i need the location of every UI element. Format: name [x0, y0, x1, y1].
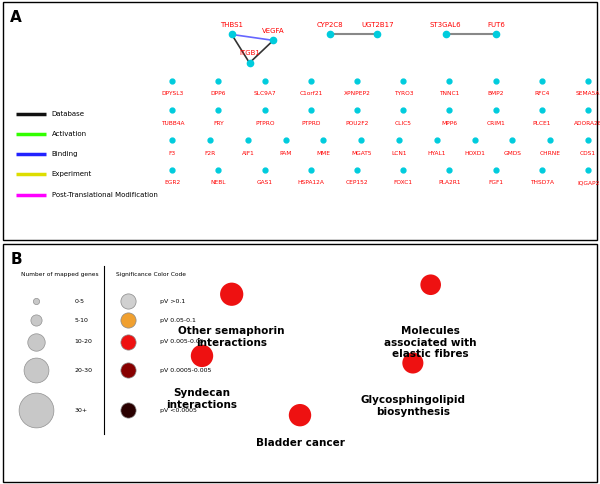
Text: GAS1: GAS1 [257, 180, 272, 185]
Text: pV <0.0005: pV <0.0005 [160, 408, 197, 413]
Text: BMP2: BMP2 [487, 91, 504, 96]
Text: AIF1: AIF1 [242, 151, 254, 156]
Text: ST3GAL6: ST3GAL6 [430, 22, 461, 28]
Text: SLC9A7: SLC9A7 [253, 91, 276, 96]
Text: 30+: 30+ [74, 408, 88, 413]
Text: TNNC1: TNNC1 [439, 91, 460, 96]
Point [31, 366, 40, 374]
FancyBboxPatch shape [3, 2, 597, 240]
Text: CDS1: CDS1 [580, 151, 596, 156]
Point [295, 411, 305, 419]
Text: Other semaphorin
interactions: Other semaphorin interactions [178, 326, 285, 348]
Text: pV >0.1: pV >0.1 [160, 299, 185, 304]
FancyBboxPatch shape [3, 244, 597, 482]
Text: PTPRD: PTPRD [301, 121, 320, 126]
Text: CRIM1: CRIM1 [487, 121, 505, 126]
Text: Database: Database [52, 111, 85, 117]
Text: 10-20: 10-20 [74, 339, 92, 344]
Text: HOXD1: HOXD1 [464, 151, 485, 156]
Text: DPP6: DPP6 [211, 91, 226, 96]
Text: Experiment: Experiment [52, 171, 92, 177]
Point [31, 298, 40, 305]
Text: Syndecan
interactions: Syndecan interactions [166, 388, 238, 409]
Text: B: B [10, 252, 22, 267]
Point [123, 338, 133, 346]
Text: A: A [10, 10, 22, 25]
Text: FOXC1: FOXC1 [394, 180, 413, 185]
Text: Significance Color Code: Significance Color Code [116, 272, 186, 277]
Text: POU2F2: POU2F2 [346, 121, 369, 126]
Text: ADORA2B: ADORA2B [574, 121, 600, 126]
Point [31, 338, 40, 346]
Text: ITGB1: ITGB1 [239, 50, 260, 56]
Text: EGR2: EGR2 [164, 180, 181, 185]
Text: THSD7A: THSD7A [530, 180, 554, 185]
Text: MME: MME [316, 151, 331, 156]
Text: HSPA12A: HSPA12A [298, 180, 325, 185]
Text: 0-5: 0-5 [74, 299, 84, 304]
Point [408, 359, 418, 367]
Point [426, 281, 436, 288]
Text: CLIC5: CLIC5 [395, 121, 412, 126]
Point [197, 352, 207, 360]
Text: VEGFA: VEGFA [262, 28, 284, 34]
Text: Post-Translational Modification: Post-Translational Modification [52, 192, 158, 197]
Text: RFC4: RFC4 [534, 91, 550, 96]
Text: IQGAP2: IQGAP2 [577, 180, 599, 185]
Text: 20-30: 20-30 [74, 368, 92, 373]
Text: FGF1: FGF1 [488, 180, 503, 185]
Text: FRY: FRY [213, 121, 224, 126]
Text: CHRNE: CHRNE [540, 151, 561, 156]
Text: LCN1: LCN1 [391, 151, 407, 156]
Text: TYRO3: TYRO3 [394, 91, 413, 96]
Text: THBS1: THBS1 [220, 22, 243, 28]
Text: UGT2B17: UGT2B17 [361, 22, 394, 28]
Text: GMDS: GMDS [503, 151, 521, 156]
Text: F2R: F2R [205, 151, 216, 156]
Text: CEP152: CEP152 [346, 180, 368, 185]
Text: PTPRO: PTPRO [255, 121, 274, 126]
Text: Bladder cancer: Bladder cancer [256, 438, 344, 448]
Text: HYAL1: HYAL1 [428, 151, 446, 156]
Text: pV 0.05-0.1: pV 0.05-0.1 [160, 318, 196, 323]
Text: DPYSL3: DPYSL3 [161, 91, 184, 96]
Text: Binding: Binding [52, 151, 78, 157]
Text: PLCE1: PLCE1 [533, 121, 551, 126]
Point [227, 290, 236, 298]
Text: NEBL: NEBL [211, 180, 226, 185]
Text: TUBB4A: TUBB4A [161, 121, 184, 126]
Text: Glycosphingolipid
biosynthesis: Glycosphingolipid biosynthesis [361, 395, 466, 417]
Text: PAM: PAM [280, 151, 292, 156]
Text: pV 0.0005-0.005: pV 0.0005-0.005 [160, 368, 212, 373]
Text: Activation: Activation [52, 131, 87, 137]
Text: C1orf21: C1orf21 [299, 91, 323, 96]
Point [123, 366, 133, 374]
Point [123, 298, 133, 305]
Text: Molecules
associated with
elastic fibres: Molecules associated with elastic fibres [385, 326, 477, 360]
Point [31, 317, 40, 324]
Text: 5-10: 5-10 [74, 318, 88, 323]
Text: Number of mapped genes: Number of mapped genes [21, 272, 98, 277]
Text: pV 0.005-0.05: pV 0.005-0.05 [160, 339, 204, 344]
Text: MPP6: MPP6 [442, 121, 457, 126]
Text: MGAT5: MGAT5 [351, 151, 371, 156]
Text: F3: F3 [169, 151, 176, 156]
Point [31, 407, 40, 414]
Text: FUT6: FUT6 [487, 22, 505, 28]
Text: XPNPEP2: XPNPEP2 [344, 91, 371, 96]
Text: PLA2R1: PLA2R1 [438, 180, 461, 185]
Point [123, 317, 133, 324]
Text: CYP2C8: CYP2C8 [316, 22, 343, 28]
Text: SEMA5A: SEMA5A [576, 91, 600, 96]
Point [123, 407, 133, 414]
